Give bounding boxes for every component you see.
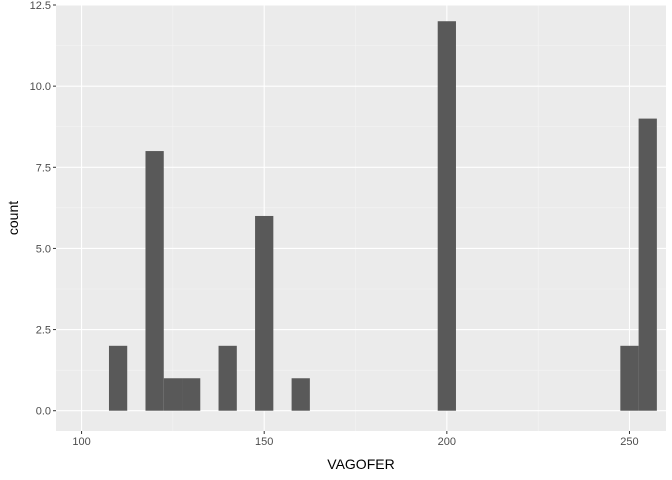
x-tick-label: 200 — [438, 436, 456, 448]
histogram-bar — [620, 345, 639, 411]
histogram-bar — [437, 21, 456, 411]
y-tick-label: 10.0 — [30, 81, 51, 93]
x-tick-label: 150 — [255, 436, 273, 448]
x-tick-label: 250 — [620, 436, 638, 448]
histogram-bar — [163, 378, 183, 411]
y-tick-label: 12.5 — [30, 0, 51, 12]
y-axis: 0.0 2.5 5.0 7.5 10.0 12.5 — [30, 0, 56, 418]
x-tick-label: 100 — [72, 436, 90, 448]
histogram-bar — [291, 378, 310, 411]
y-tick-label: 0.0 — [36, 406, 51, 418]
x-axis-title: VAGOFER — [327, 456, 394, 472]
y-tick-label: 5.0 — [36, 243, 51, 255]
y-axis-title: count — [5, 201, 21, 235]
x-axis: 100 150 200 250 — [72, 431, 639, 448]
y-tick-label: 2.5 — [36, 325, 51, 337]
histogram-bar — [182, 378, 201, 411]
histogram-bar — [108, 345, 128, 411]
histogram-bar — [218, 345, 237, 411]
histogram-bar — [255, 215, 274, 411]
histogram-bar — [638, 118, 657, 411]
y-tick-label: 7.5 — [36, 162, 51, 174]
histogram-bar — [145, 151, 164, 411]
histogram-bars — [108, 21, 657, 411]
